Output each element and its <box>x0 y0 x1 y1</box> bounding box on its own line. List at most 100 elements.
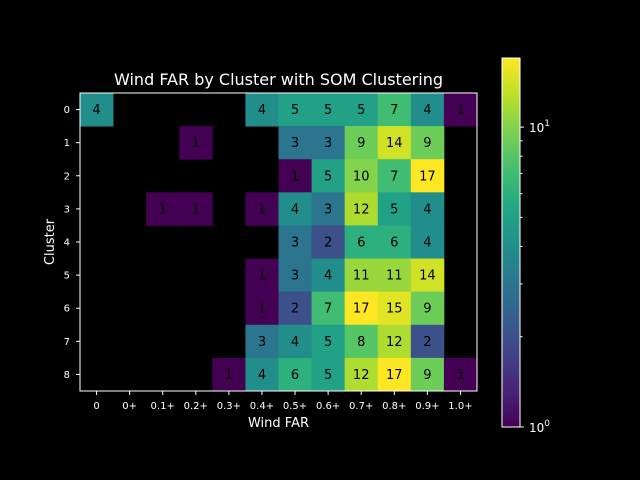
cell-value-label: 1 <box>258 202 266 217</box>
heatmap-cell <box>377 93 412 127</box>
cell-value-label: 1 <box>192 136 200 151</box>
colorbar-tick-label: 101 <box>529 119 550 135</box>
cell-value-label: 5 <box>390 202 398 217</box>
chart-title: Wind FAR by Cluster with SOM Clustering <box>114 70 443 89</box>
heatmap-cell <box>410 93 445 127</box>
heatmap-cell <box>377 357 412 392</box>
heatmap-cells <box>80 93 478 392</box>
cell-value-label: 6 <box>390 236 398 251</box>
colorbar: 100 101 <box>501 57 550 435</box>
heatmap-cell <box>410 357 445 392</box>
x-tick-label: 0 <box>93 401 99 412</box>
heatmap-cell <box>278 324 312 359</box>
heatmap-cell <box>344 291 379 326</box>
cell-value-label: 17 <box>353 302 370 317</box>
cell-value-label: 7 <box>390 103 398 118</box>
cell-value-label: 3 <box>324 202 332 217</box>
cell-value-label: 4 <box>423 236 431 251</box>
cell-value-label: 4 <box>423 202 431 217</box>
cell-value-label: 4 <box>423 103 431 118</box>
y-tick-label: 4 <box>64 238 70 249</box>
cell-value-label: 5 <box>324 335 332 350</box>
cell-value-label: 17 <box>386 368 403 383</box>
cell-value-label: 5 <box>324 368 332 383</box>
heatmap-cell <box>311 192 346 226</box>
heatmap-cell <box>311 324 346 359</box>
cell-value-label: 10 <box>353 169 370 184</box>
y-tick-label: 8 <box>64 370 70 381</box>
x-tick-label: 0.7+ <box>349 401 373 412</box>
y-tick-label: 2 <box>64 171 70 182</box>
heatmap-cell <box>344 126 379 160</box>
heatmap-cell <box>245 258 279 293</box>
x-tick-label: 0.5+ <box>283 401 307 412</box>
cell-value-label: 7 <box>390 169 398 184</box>
heatmap-cell <box>245 93 279 127</box>
heatmap-cell <box>278 93 312 127</box>
heatmap-cell <box>80 93 114 127</box>
cell-value-label: 5 <box>357 103 365 118</box>
x-tick-label: 0.2+ <box>184 401 208 412</box>
x-tick-label: 0.9+ <box>415 401 439 412</box>
heatmap-cell <box>311 258 346 293</box>
cell-value-label: 6 <box>291 368 299 383</box>
cell-value-label: 3 <box>291 236 299 251</box>
cell-value-label: 1 <box>456 368 464 383</box>
cell-value-label: 1 <box>258 302 266 317</box>
colorbar-gradient <box>502 58 520 427</box>
heatmap-cell <box>410 126 445 160</box>
cell-value-label: 4 <box>92 103 100 118</box>
heatmap-cell <box>278 258 312 293</box>
cell-value-label: 3 <box>324 136 332 151</box>
heatmap-cell <box>344 192 379 226</box>
heatmap-cell <box>410 258 445 293</box>
heatmap-cell <box>443 357 478 392</box>
heatmap-cell <box>311 225 346 259</box>
heatmap-cell <box>311 291 346 326</box>
heatmap-cell <box>179 126 213 160</box>
heatmap-cell <box>278 159 312 193</box>
heatmap-cell <box>410 225 445 259</box>
heatmap-cell <box>146 192 180 226</box>
heatmap-cell <box>245 357 279 392</box>
heatmap-cell <box>410 324 445 359</box>
heatmap-cell <box>410 192 445 226</box>
y-tick-label: 1 <box>64 138 70 149</box>
cell-value-label: 1 <box>456 103 464 118</box>
heatmap-cell <box>344 258 379 293</box>
cell-value-label: 3 <box>291 269 299 284</box>
cell-value-label: 1 <box>258 269 266 284</box>
heatmap-cell <box>344 225 379 259</box>
heatmap-cell <box>377 291 412 326</box>
heatmap-plot-area: 4 4 5 5 5 7 4 11 3 3 9 14 91 5 10 7 171 1 1 4 3 12 5 43 2 6 6 41 3 4 1… <box>79 92 478 392</box>
heatmap-cell <box>245 192 279 226</box>
cell-value-label: 4 <box>258 103 266 118</box>
cell-value-label: 1 <box>291 169 299 184</box>
heatmap-cell <box>344 93 379 127</box>
cell-value-label: 4 <box>291 202 299 217</box>
y-axis-ticks: 0 1 2 3 4 5 6 7 8 <box>64 105 80 381</box>
colorbar-tick-label: 100 <box>529 419 550 435</box>
y-tick-label: 5 <box>64 271 70 282</box>
heatmap-cell <box>443 93 478 127</box>
heatmap-cell <box>278 126 312 160</box>
cell-value-label: 1 <box>192 202 200 217</box>
cell-value-label: 11 <box>386 269 403 284</box>
cell-value-label: 9 <box>357 136 365 151</box>
cell-value-label: 9 <box>423 302 431 317</box>
x-tick-label: 0.8+ <box>382 401 406 412</box>
cell-value-label: 2 <box>324 236 332 251</box>
x-tick-label: 1.0+ <box>448 401 472 412</box>
cell-value-label: 2 <box>423 335 431 350</box>
cell-value-label: 12 <box>386 335 403 350</box>
cell-value-label: 5 <box>324 103 332 118</box>
cell-value-label: 5 <box>324 169 332 184</box>
cell-value-label: 6 <box>357 236 365 251</box>
x-axis-label: Wind FAR <box>248 416 309 431</box>
heatmap-cell <box>179 192 213 226</box>
x-tick-label: 0.1+ <box>151 401 175 412</box>
heatmap-cell <box>311 159 346 193</box>
heatmap-cell <box>344 357 379 392</box>
x-tick-label: 0+ <box>122 401 137 412</box>
